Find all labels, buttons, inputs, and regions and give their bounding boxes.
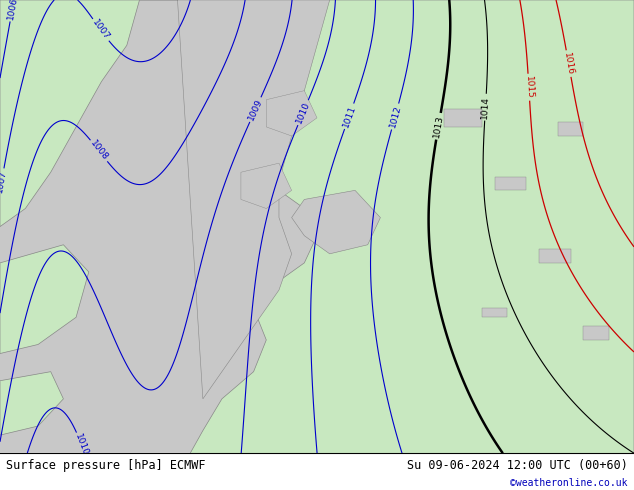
Polygon shape	[558, 122, 583, 136]
Text: 1016: 1016	[562, 51, 575, 75]
Polygon shape	[0, 245, 89, 354]
Polygon shape	[495, 177, 526, 190]
Text: 1011: 1011	[341, 104, 358, 128]
Polygon shape	[266, 91, 317, 136]
Text: ©weatheronline.co.uk: ©weatheronline.co.uk	[510, 478, 628, 489]
Text: Surface pressure [hPa] ECMWF: Surface pressure [hPa] ECMWF	[6, 459, 206, 471]
Text: 1012: 1012	[388, 104, 403, 129]
Text: 1014: 1014	[481, 96, 491, 119]
Text: 1009: 1009	[247, 98, 264, 122]
Polygon shape	[539, 249, 571, 263]
Polygon shape	[583, 326, 609, 340]
Text: 1010: 1010	[295, 100, 312, 125]
Text: 1007: 1007	[0, 170, 8, 194]
Polygon shape	[292, 190, 380, 254]
Text: 1010: 1010	[74, 433, 90, 458]
Polygon shape	[178, 0, 634, 453]
Polygon shape	[241, 163, 292, 209]
Text: 1008: 1008	[88, 139, 110, 163]
Polygon shape	[0, 371, 63, 435]
Text: 1015: 1015	[524, 75, 534, 99]
Polygon shape	[482, 308, 507, 318]
Text: 1006: 1006	[6, 0, 19, 20]
Text: 1007: 1007	[90, 18, 111, 42]
Polygon shape	[0, 0, 139, 226]
Text: Su 09-06-2024 12:00 UTC (00+60): Su 09-06-2024 12:00 UTC (00+60)	[407, 459, 628, 471]
Text: 1013: 1013	[432, 114, 445, 138]
Polygon shape	[444, 109, 482, 127]
Polygon shape	[139, 0, 330, 399]
